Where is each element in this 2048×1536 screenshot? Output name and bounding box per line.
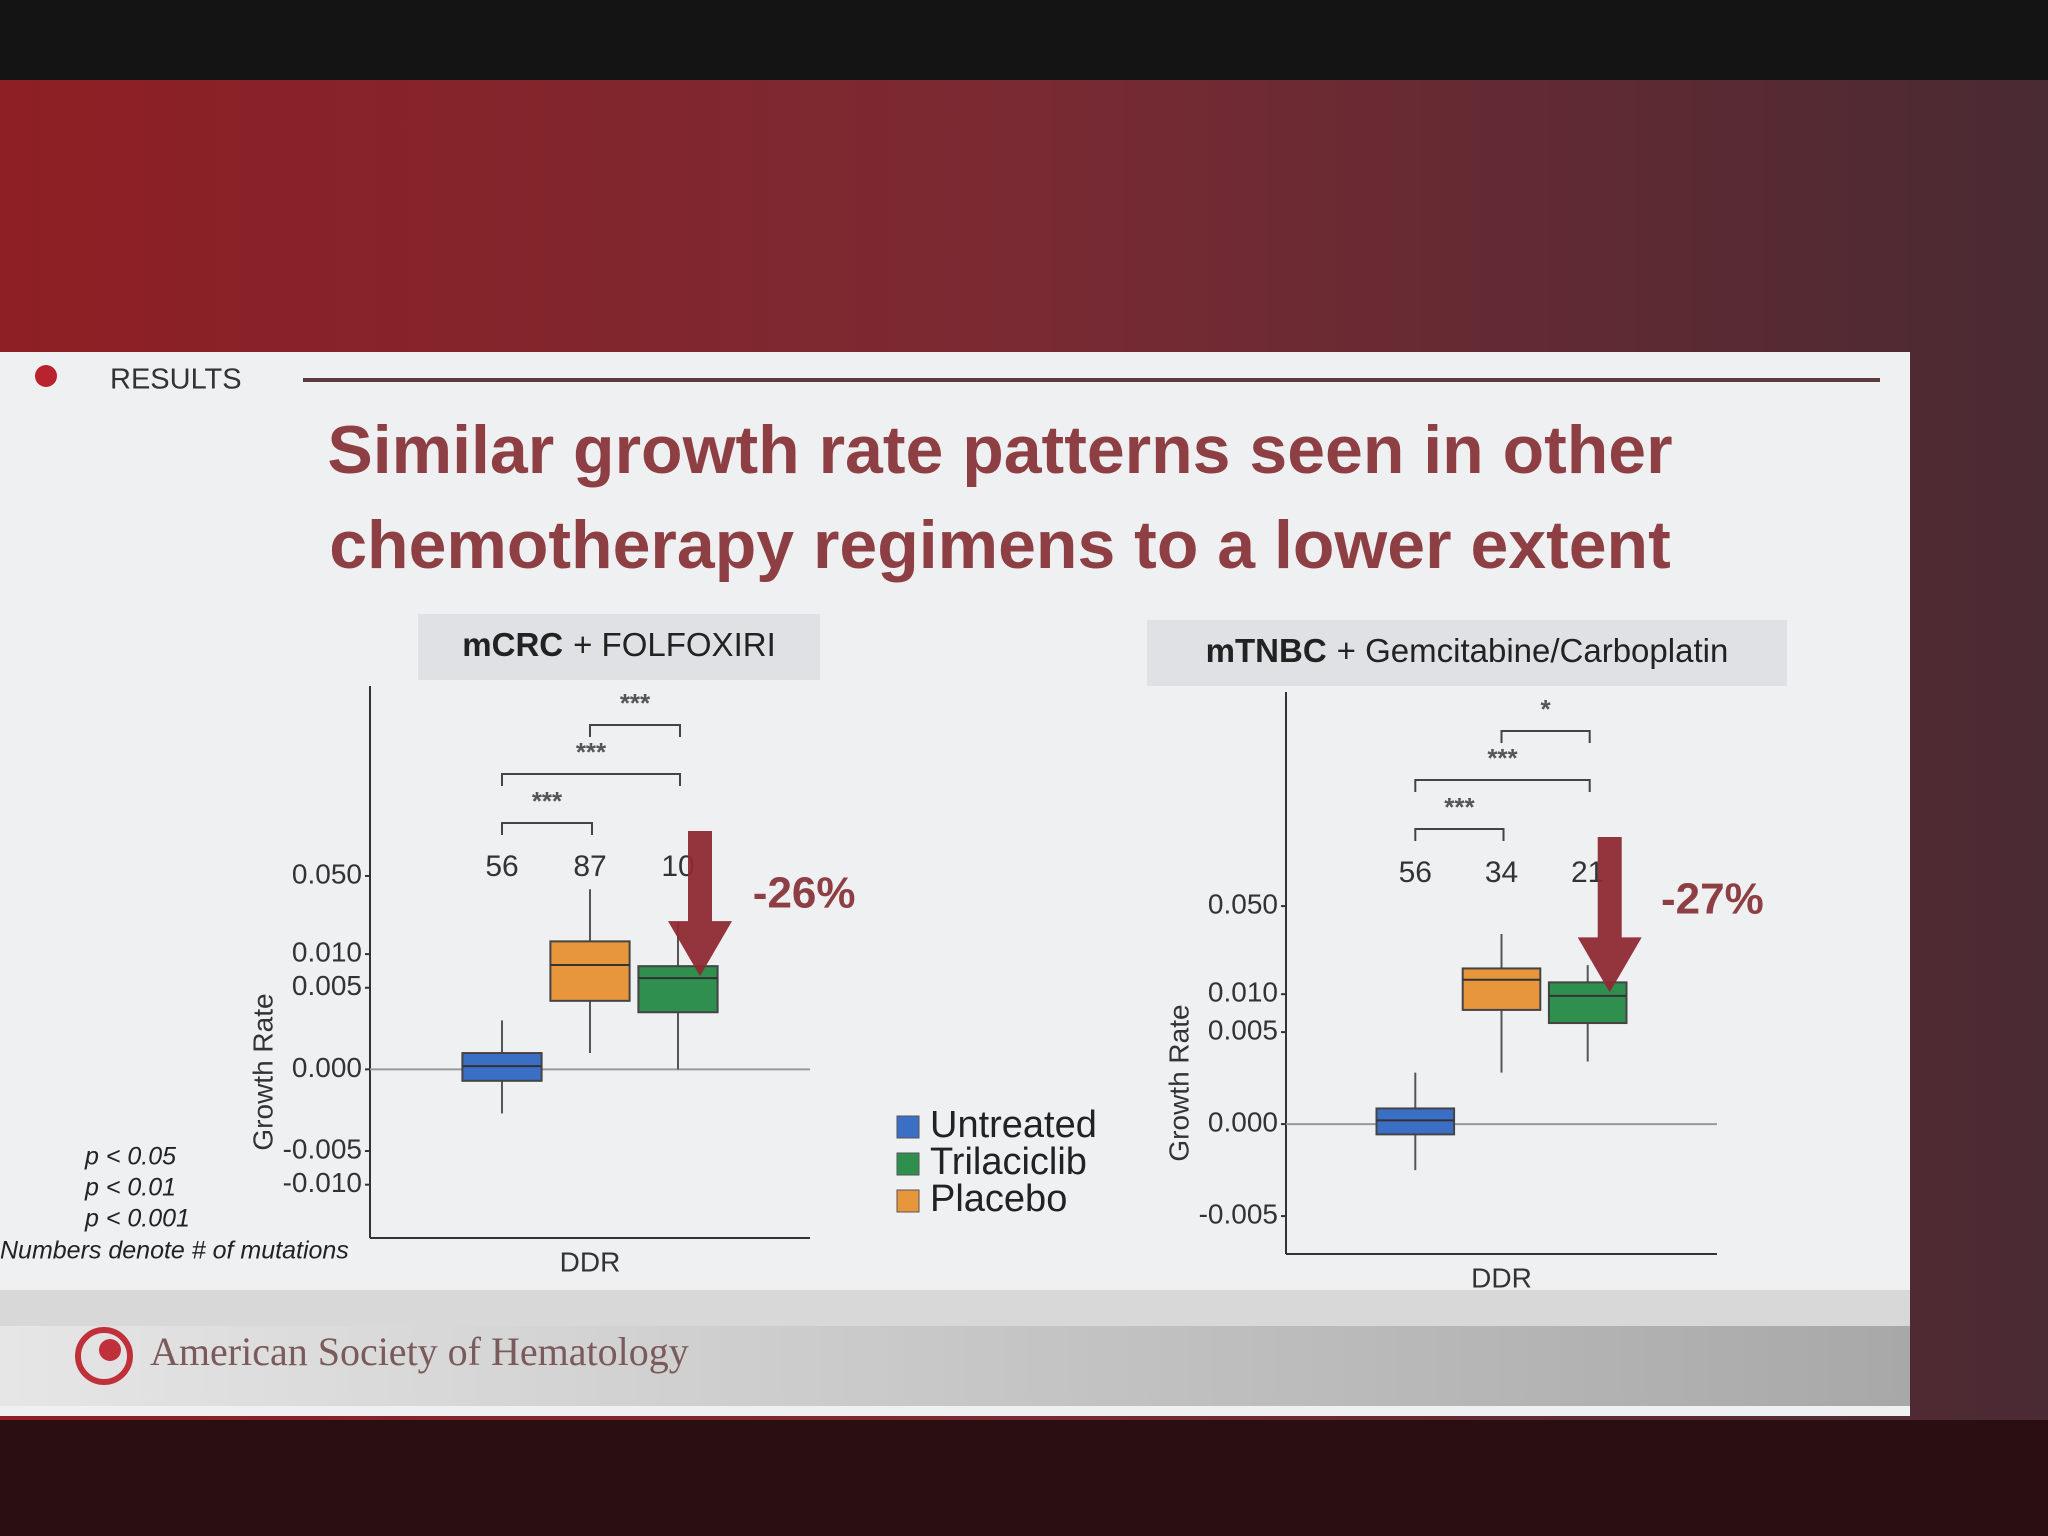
chart-title-box <box>418 614 820 680</box>
chart-title: mTNBC + Gemcitabine/Carboplatin <box>1206 632 1729 669</box>
footer-text: American Society of Hematology <box>150 1329 689 1374</box>
legend-label: Placebo <box>930 1178 1067 1220</box>
bullet <box>35 365 57 387</box>
box <box>1375 1107 1456 1136</box>
y-tick-label: 0.005 <box>1208 1014 1278 1045</box>
significance-label: *** <box>576 737 607 767</box>
count-label: 56 <box>485 850 518 883</box>
floor <box>0 1420 2048 1536</box>
significance-bracket <box>589 724 681 737</box>
x-tick-label: DDR <box>560 1246 621 1277</box>
box <box>1547 981 1628 1025</box>
significance-bracket <box>1500 730 1591 743</box>
significance-label: * <box>1541 694 1552 724</box>
significance-label: *** <box>620 688 651 718</box>
significance-bracket <box>1414 828 1505 841</box>
notes: p < 0.05 p < 0.01 p < 0.001 Numbers denote … <box>0 1143 349 1265</box>
box <box>1461 967 1542 1011</box>
ceiling <box>0 0 2048 80</box>
significance-bracket <box>501 822 593 835</box>
note: p < 0.05 <box>84 1143 176 1171</box>
significance-label: *** <box>1487 743 1518 773</box>
slide <box>0 352 1910 1416</box>
arrow <box>668 831 732 977</box>
significance-bracket <box>1414 779 1591 792</box>
chart-title-part: mCRC <box>462 626 563 663</box>
legend-swatch <box>896 1115 920 1139</box>
y-tick-label: 0.000 <box>1208 1106 1278 1137</box>
legend-label: Trilaciclib <box>930 1141 1087 1183</box>
footer-band <box>0 1326 1910 1406</box>
count-label: 56 <box>1399 856 1432 889</box>
change-label: -26% <box>753 869 856 918</box>
x-tick-label: DDR <box>1471 1262 1532 1293</box>
chart-title-part: + FOLFOXIRI <box>573 626 776 663</box>
y-tick-label: -0.005 <box>1199 1198 1278 1229</box>
change-label: -27% <box>1661 875 1764 924</box>
legend-swatch <box>896 1189 920 1213</box>
note: p < 0.01 <box>84 1174 176 1202</box>
y-tick-label: 0.005 <box>292 970 362 1001</box>
footer-stripe <box>0 1290 1910 1326</box>
y-tick-label: 0.010 <box>292 936 362 967</box>
y-tick-label: 0.000 <box>292 1052 362 1083</box>
y-tick-label: -0.005 <box>283 1133 362 1164</box>
y-tick-label: -0.010 <box>283 1167 362 1198</box>
arrow <box>1577 837 1642 993</box>
note: p < 0.001 <box>84 1205 190 1233</box>
chart-title-part: mTNBC <box>1206 632 1327 669</box>
logo <box>75 1327 133 1385</box>
significance-label: *** <box>1444 792 1475 822</box>
chart-title-box <box>1147 620 1787 686</box>
y-axis-label: Growth Rate <box>247 993 278 1150</box>
note: Numbers denote # of mutations <box>0 1237 349 1265</box>
significance-bracket <box>501 773 681 786</box>
y-tick-label: 0.050 <box>1208 888 1278 919</box>
legend-label: Untreated <box>930 1104 1097 1146</box>
section-label: RESULTS <box>110 364 242 396</box>
significance-label: *** <box>532 786 563 816</box>
chart-title: mCRC + FOLFOXIRI <box>462 626 775 663</box>
y-tick-label: 0.050 <box>292 858 362 889</box>
count-label: 34 <box>1485 856 1518 889</box>
box <box>549 940 631 1002</box>
logo <box>99 1339 121 1361</box>
title-line: chemotherapy regimens to a lower extent <box>329 507 1671 583</box>
count-label: 87 <box>573 850 606 883</box>
chart: mTNBC + Gemcitabine/Carboplatin Growth Rat… <box>1147 620 1787 1293</box>
chart-title-part: + Gemcitabine/Carboplatin <box>1337 632 1729 669</box>
y-axis-label: Growth Rate <box>1163 1004 1194 1161</box>
legend-swatch <box>896 1152 920 1176</box>
box <box>637 965 719 1014</box>
title-line: Similar growth rate patterns seen in oth… <box>327 412 1672 488</box>
y-tick-label: 0.010 <box>1208 977 1278 1008</box>
